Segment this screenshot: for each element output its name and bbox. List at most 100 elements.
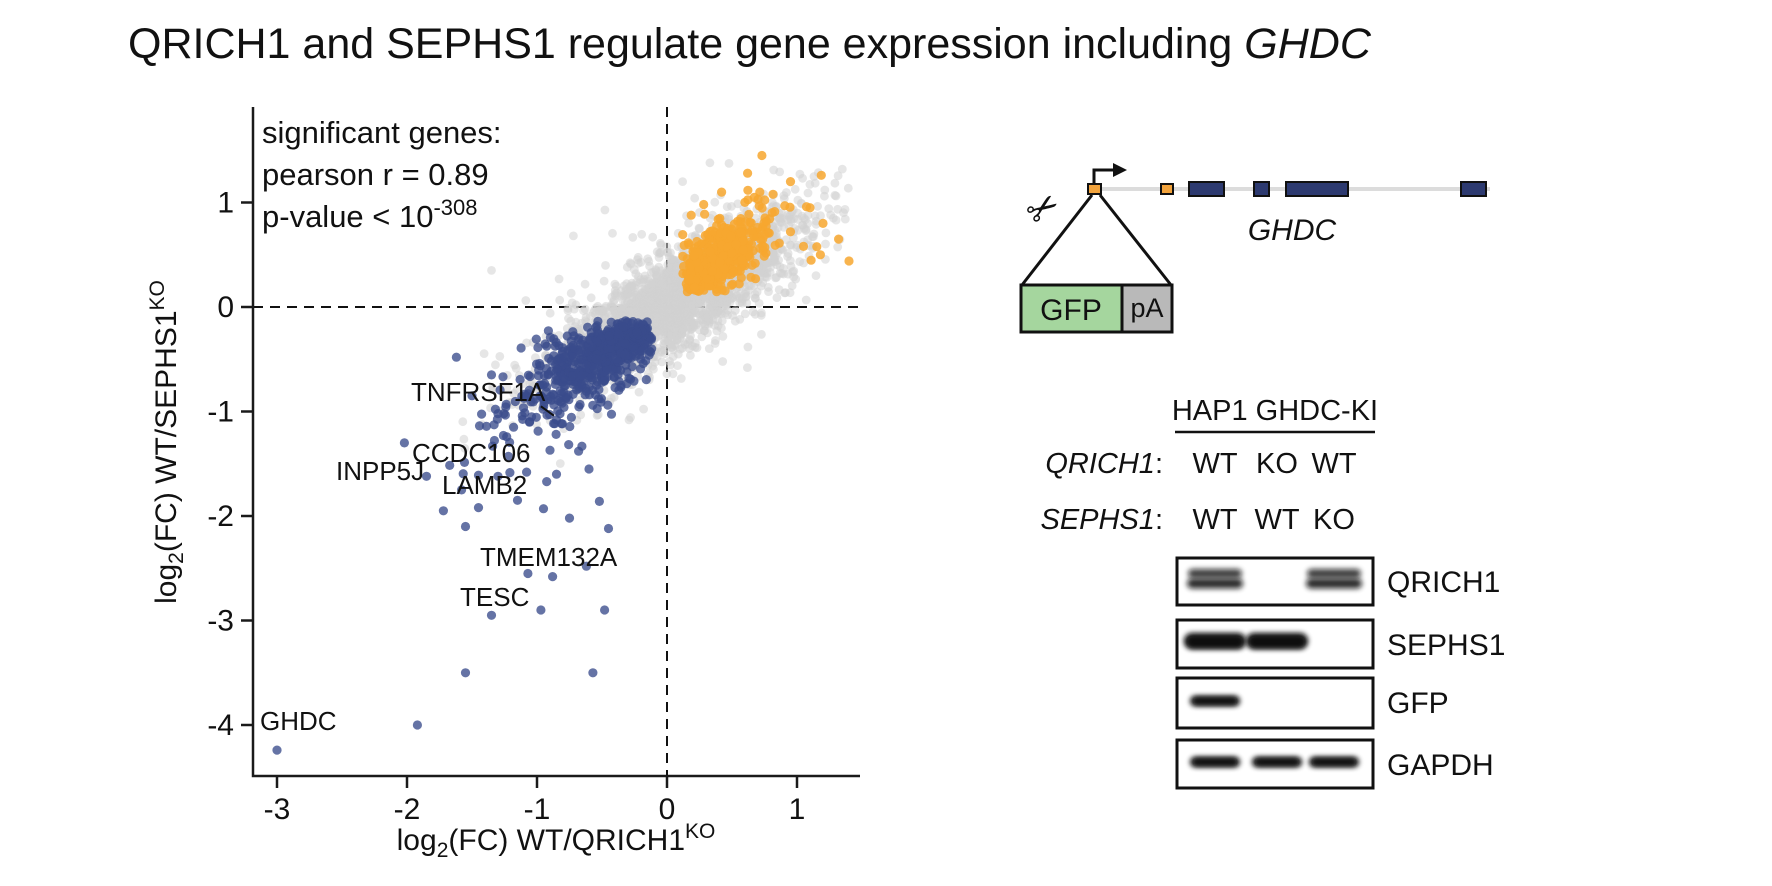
data-point (736, 227, 746, 238)
x-tick-label: -3 (264, 793, 291, 826)
gfp-label: GFP (1040, 294, 1102, 327)
data-point (704, 344, 714, 353)
data-point (785, 227, 796, 237)
data-point (568, 359, 578, 369)
data-point (810, 211, 820, 221)
data-point (779, 194, 789, 204)
data-point (558, 377, 568, 387)
data-point (594, 394, 604, 404)
data-point (568, 371, 578, 381)
data-point (632, 327, 642, 338)
data-point (844, 256, 854, 266)
x-tick-label: -1 (524, 793, 551, 826)
data-point (609, 372, 619, 382)
data-point (719, 264, 730, 274)
data-point (493, 471, 503, 481)
figure-title-gene: GHDC (1244, 20, 1372, 68)
data-point (754, 299, 764, 308)
data-point (580, 304, 590, 314)
data-point (785, 177, 796, 187)
data-point (690, 193, 700, 203)
gene-diagram: ✂ GHDC GFP pA (1019, 163, 1490, 334)
blot-genotype-value: WT (1311, 448, 1356, 480)
data-point (777, 218, 786, 228)
data-point (611, 354, 622, 364)
data-point (495, 385, 505, 395)
data-point (517, 411, 527, 421)
data-point (740, 309, 750, 319)
data-point (508, 422, 519, 432)
data-point (689, 282, 700, 293)
data-point (715, 213, 725, 223)
data-point (560, 352, 570, 362)
data-point (785, 202, 795, 212)
data-point (700, 230, 710, 241)
data-point (695, 224, 704, 234)
data-point (743, 363, 752, 372)
data-point (574, 382, 585, 392)
data-point (810, 178, 820, 188)
data-point (706, 301, 716, 311)
data-point (643, 306, 653, 316)
blot-protein-label: GFP (1387, 687, 1449, 720)
data-point (552, 372, 562, 382)
data-point (533, 371, 544, 381)
scissors-icon: ✂ (1019, 183, 1069, 236)
blot-band (1193, 697, 1237, 705)
data-point (460, 444, 470, 453)
blot-band (1188, 569, 1242, 578)
gene-label: TNFRSF1A (411, 377, 546, 407)
data-point (618, 321, 629, 332)
data-point (636, 354, 646, 364)
data-point (614, 328, 624, 339)
y-tick-label: -3 (207, 605, 234, 638)
data-point (586, 293, 596, 303)
data-point (538, 380, 548, 390)
data-point (486, 370, 497, 380)
data-point (772, 293, 782, 303)
data-point (627, 278, 637, 288)
data-point (272, 745, 282, 755)
data-point (615, 306, 625, 315)
blot-genotype-value: KO (1313, 504, 1355, 536)
stats-annotation: significant genes: pearson r = 0.89 p-va… (262, 115, 502, 234)
data-point (626, 291, 636, 301)
data-point (663, 268, 673, 278)
data-point (551, 415, 562, 425)
data-point (740, 197, 750, 207)
data-point (550, 379, 561, 389)
data-point (692, 236, 702, 247)
data-point (684, 218, 693, 228)
data-point (798, 241, 809, 251)
data-point (662, 369, 672, 379)
data-point (553, 406, 563, 416)
gene-label: INPP5J (336, 456, 424, 486)
data-point (564, 314, 573, 323)
data-point (768, 247, 778, 257)
data-point (533, 342, 543, 353)
data-point (518, 403, 529, 413)
data-point (487, 266, 496, 275)
data-point (459, 434, 469, 444)
data-point (678, 177, 687, 187)
data-point (521, 391, 532, 401)
data-point (564, 513, 575, 523)
data-point (555, 459, 565, 468)
data-point (805, 203, 815, 213)
data-point (523, 568, 533, 579)
data-point (738, 245, 749, 255)
gfp-box (1019, 283, 1124, 334)
data-point (604, 331, 614, 341)
data-point (399, 438, 409, 448)
data-point (458, 417, 468, 427)
data-point (451, 352, 461, 362)
data-point (779, 269, 788, 279)
y-tick-label: 0 (217, 291, 234, 324)
data-point (548, 572, 558, 582)
data-point (759, 251, 769, 261)
data-point (421, 471, 432, 481)
data-point (676, 314, 686, 323)
x-tick-label: -2 (394, 793, 421, 826)
